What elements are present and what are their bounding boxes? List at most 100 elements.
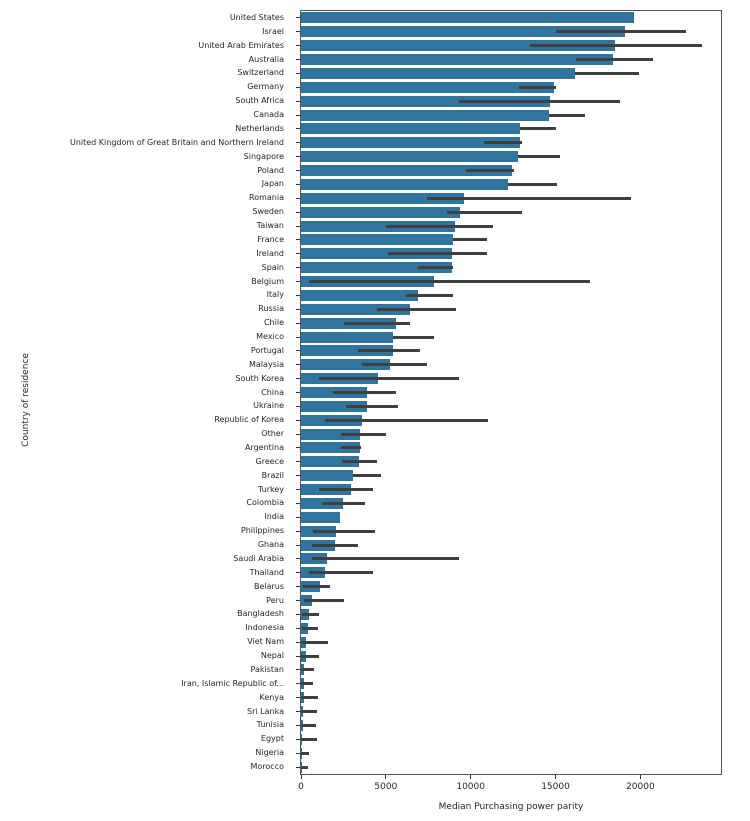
- error-bar: [301, 765, 309, 769]
- y-tick-label: Portugal: [250, 345, 284, 355]
- y-tick: [296, 31, 300, 33]
- bar: [301, 428, 361, 440]
- error-bar: [340, 432, 386, 436]
- bar: [301, 54, 614, 66]
- y-tick: [296, 544, 300, 546]
- y-tick: [296, 502, 300, 504]
- y-tick-label: Saudi Arabia: [233, 553, 284, 563]
- y-tick-label: Viet Nam: [247, 637, 284, 647]
- error-bar: [376, 307, 457, 311]
- y-tick-label: Chile: [263, 318, 284, 328]
- y-tick: [296, 600, 300, 602]
- y-tick-label: Italy: [266, 290, 284, 300]
- bar: [301, 331, 394, 343]
- error-bar: [301, 654, 319, 658]
- y-tick-label: Sweden: [252, 207, 284, 217]
- error-bar: [465, 169, 514, 173]
- y-tick: [296, 156, 300, 158]
- x-tick: [470, 775, 472, 779]
- y-tick: [296, 128, 300, 130]
- bar: [301, 470, 354, 482]
- x-tick-label: 20000: [626, 782, 655, 792]
- bar: [301, 192, 464, 204]
- y-tick: [296, 364, 300, 366]
- x-tick-label: 5000: [374, 782, 398, 792]
- error-bar: [301, 640, 329, 644]
- y-tick-label: Singapore: [243, 151, 284, 161]
- error-bar: [301, 612, 319, 616]
- error-bar: [574, 71, 640, 75]
- error-bar: [344, 321, 411, 325]
- y-tick-label: Australia: [248, 54, 284, 64]
- bar: [301, 67, 575, 79]
- y-tick-label: Kenya: [259, 692, 284, 702]
- bar: [301, 400, 367, 412]
- y-tick: [296, 350, 300, 352]
- error-bar: [311, 543, 358, 547]
- y-tick-label: United Kingdom of Great Britain and Nort…: [69, 137, 284, 147]
- y-tick: [296, 142, 300, 144]
- error-bar: [312, 529, 375, 533]
- bar: [301, 359, 390, 371]
- bar: [301, 12, 634, 24]
- bar: [301, 511, 341, 523]
- y-tick-label: China: [261, 387, 284, 397]
- y-tick-label: Morocco: [250, 762, 285, 772]
- y-tick-label: Sri Lanka: [247, 706, 284, 716]
- error-bar: [301, 626, 318, 630]
- bar: [301, 303, 410, 315]
- y-tick-label: South Korea: [235, 373, 284, 383]
- x-tick: [555, 775, 557, 779]
- y-tick-label: Nepal: [260, 651, 284, 661]
- error-bar: [301, 723, 317, 727]
- y-tick: [296, 641, 300, 643]
- error-bar: [301, 668, 315, 672]
- y-tick: [296, 627, 300, 629]
- y-tick: [296, 100, 300, 102]
- y-tick: [296, 170, 300, 172]
- error-bar: [484, 141, 522, 145]
- y-tick: [296, 558, 300, 560]
- y-tick: [296, 766, 300, 768]
- y-tick: [296, 461, 300, 463]
- error-bar: [309, 280, 590, 284]
- bar: [301, 40, 616, 52]
- y-tick-label: Ukraine: [253, 401, 284, 411]
- y-tick: [296, 405, 300, 407]
- y-tick: [296, 530, 300, 532]
- error-bar: [341, 460, 378, 464]
- error-bar: [508, 182, 557, 186]
- y-tick: [296, 267, 300, 269]
- x-axis-label: Median Purchasing power parity: [438, 802, 584, 812]
- y-tick-label: Indonesia: [245, 623, 284, 633]
- x-tick-label: 0: [298, 782, 304, 792]
- error-bar: [575, 58, 654, 62]
- y-tick-label: Belgium: [251, 276, 284, 286]
- error-bar: [518, 85, 556, 89]
- y-tick: [296, 613, 300, 615]
- y-tick: [296, 475, 300, 477]
- error-bar: [530, 44, 703, 48]
- y-tick: [296, 683, 300, 685]
- y-tick: [296, 572, 300, 574]
- error-bar: [318, 377, 459, 381]
- y-tick: [296, 72, 300, 74]
- error-bar: [519, 127, 556, 131]
- y-tick: [296, 392, 300, 393]
- x-tick: [639, 775, 641, 779]
- error-bar: [418, 266, 453, 270]
- error-bar: [385, 224, 493, 228]
- error-bar: [311, 557, 460, 561]
- x-tick-label: 15000: [541, 782, 570, 792]
- y-tick: [296, 239, 300, 241]
- error-bar: [446, 210, 522, 214]
- y-tick-label: Nigeria: [255, 748, 284, 758]
- y-tick-label: Russia: [258, 304, 284, 314]
- y-tick-label: Netherlands: [235, 123, 284, 133]
- y-tick: [296, 655, 300, 657]
- y-tick-label: Philippines: [240, 526, 284, 536]
- bar: [301, 220, 456, 232]
- error-bar: [325, 418, 488, 422]
- y-tick-label: Greece: [255, 456, 284, 466]
